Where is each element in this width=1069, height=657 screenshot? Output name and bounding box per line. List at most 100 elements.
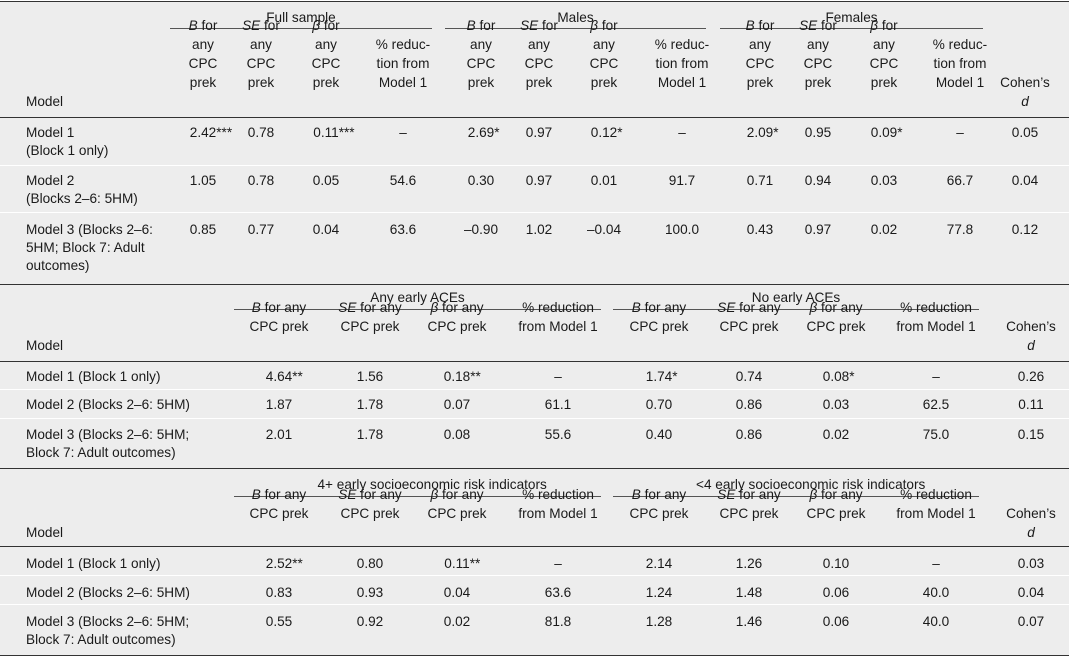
table-early-aces-cell: 0.86: [735, 397, 763, 412]
table-full-sample-cell: 0.04: [312, 222, 340, 237]
table-early-aces-cohens-d-header: d: [1027, 338, 1035, 353]
table-full-sample-cell: 0.43: [746, 222, 774, 237]
table-socioeconomic-risk-cohens-header: Cohen’s: [1006, 506, 1056, 521]
table-socioeconomic-risk-column-header-line: CPC prek: [629, 506, 689, 521]
cell-value: 0.12: [590, 125, 618, 140]
table-early-aces-column-header-line: CPC prek: [249, 319, 309, 334]
table-full-sample-column-header: β for any CPC prek: [824, 16, 944, 92]
table-early-aces-cell: 1.74 *: [599, 367, 719, 386]
table-socioeconomic-risk-group-underline: [613, 496, 979, 497]
table-early-aces-column-header-line: CPC prek: [629, 319, 689, 334]
table-full-sample-column-header-line: CPC: [311, 56, 341, 71]
stat-symbol: β: [590, 18, 599, 33]
table-socioeconomic-risk-cell: 2.14: [645, 556, 673, 571]
table-full-sample-cell: 77.8: [946, 222, 974, 237]
table-socioeconomic-risk-column-header-line: % reduction: [522, 487, 594, 502]
table-socioeconomic-risk-cell: 0.07: [1017, 614, 1045, 629]
table-full-sample-cell: –: [956, 125, 964, 140]
stat-symbol: B: [188, 18, 198, 33]
table-socioeconomic-risk-column-header-line: from Model 1: [896, 506, 976, 521]
table-full-sample-cell: 0.12 *: [544, 123, 664, 142]
table-socioeconomic-risk-cell: 0.11 **: [397, 554, 517, 573]
significance-stars: *: [672, 369, 678, 384]
table-early-aces-cell: 0.70: [645, 397, 673, 412]
table-full-sample-row-label: (Block 1 only): [26, 143, 109, 158]
table-socioeconomic-risk-column-header: β for any CPC prek: [776, 485, 896, 523]
table-full-sample-column-header-line: % reduc-: [932, 37, 988, 52]
table-full-sample-group-underline: [720, 28, 983, 29]
table-early-aces-column-header-line: β for any: [809, 300, 863, 315]
table-full-sample-cell: 2.09 *: [700, 123, 820, 142]
table-socioeconomic-risk-column-header-line: SE for any: [717, 487, 781, 502]
table-full-sample-cell: 0.95: [804, 125, 832, 140]
table-socioeconomic-risk-column-header-line: CPC prek: [249, 506, 309, 521]
table-full-sample-cell: 0.78: [247, 125, 275, 140]
table-socioeconomic-risk-cell: 40.0: [922, 585, 950, 600]
table-early-aces-column-header-line: CPC prek: [427, 319, 487, 334]
table-full-sample-column-header-line: any: [873, 37, 895, 52]
table-socioeconomic-risk-cell: 1.48: [735, 585, 763, 600]
table-full-sample-cell: 2.42 ***: [143, 123, 263, 142]
table-socioeconomic-risk-group-title: 4+ early socioeconomic risk indicators: [317, 477, 547, 492]
table-early-aces-group-title: No early ACEs: [751, 290, 841, 305]
table-full-sample-cell: 0.02: [870, 222, 898, 237]
table-early-aces-cell: 0.18 **: [397, 367, 517, 386]
stat-symbol: B: [631, 487, 641, 502]
significance-stars: *: [773, 125, 779, 140]
table-full-sample-cell: –0.90: [463, 222, 499, 237]
table-socioeconomic-risk-cell: 0.04: [1017, 585, 1045, 600]
table-full-sample-column-header: SE for any CPC prek: [479, 16, 599, 92]
stat-symbol: β: [809, 487, 818, 502]
table-socioeconomic-risk-cell: 40.0: [922, 614, 950, 629]
table-full-sample-model-header: Model: [26, 94, 64, 109]
table-early-aces-cell: 0.03: [822, 397, 850, 412]
table-full-sample-cell: 0.94: [804, 173, 832, 188]
table-full-sample-column-header-line: CPC: [246, 56, 276, 71]
table-full-sample-cell: 0.04: [1011, 173, 1039, 188]
table-full-sample-cell: 0.11 ***: [266, 123, 386, 142]
stat-symbol: SE: [717, 487, 736, 502]
table-socioeconomic-risk-row-label: Block 7: Adult outcomes): [26, 632, 176, 647]
table-socioeconomic-risk-column-header: SE for any CPC prek: [689, 485, 809, 523]
table-full-sample-cell: 0.97: [525, 173, 553, 188]
cell-value: 0.08: [822, 369, 850, 384]
table-socioeconomic-risk-cell: 0.02: [443, 614, 471, 629]
table-full-sample-row-label: 5HM; Block 7: Adult: [26, 240, 145, 255]
table-full-sample-column-header-line: any: [470, 37, 492, 52]
table-socioeconomic-risk-cell: –: [554, 556, 562, 571]
table-socioeconomic-risk-cell: 0.55: [265, 614, 293, 629]
table-socioeconomic-risk-row-separator: [0, 575, 1069, 576]
table-full-sample-cohens-d-header: d: [1021, 94, 1029, 109]
table-socioeconomic-risk-group-underline: [234, 496, 601, 497]
table-socioeconomic-risk-cell: 0.93: [356, 585, 384, 600]
table-socioeconomic-risk-column-header: SE for any CPC prek: [310, 485, 430, 523]
table-full-sample-cell: 0.85: [189, 222, 217, 237]
table-socioeconomic-risk-model-header: Model: [26, 525, 64, 540]
table-socioeconomic-risk-column-header-line: % reduction: [900, 487, 972, 502]
table-full-sample-column-header: % reduc-tion from Model 1: [900, 35, 1020, 92]
table-full-sample-cell: 66.7: [946, 173, 974, 188]
table-full-sample-column-header-line: any: [528, 37, 550, 52]
table-early-aces-column-header: β for any CPC prek: [397, 298, 517, 336]
table-early-aces-group-underline: [613, 309, 979, 310]
table-full-sample-column-header-line: CPC: [188, 56, 218, 71]
stat-symbol: B: [466, 18, 476, 33]
table-socioeconomic-risk-column-header-line: CPC prek: [719, 506, 779, 521]
significance-stars: **: [292, 556, 303, 571]
table-full-sample-column-header-line: prek: [746, 75, 774, 90]
table-full-sample-column-header-line: SE for: [242, 18, 280, 33]
table-full-sample-cell: 63.6: [389, 222, 417, 237]
table-full-sample-column-header-line: any: [192, 37, 214, 52]
table-early-aces-cell: 62.5: [922, 397, 950, 412]
table-full-sample-row-separator: [0, 212, 1069, 213]
table-full-sample-cell: 0.05: [312, 173, 340, 188]
table-full-sample-cell: 0.30: [467, 173, 495, 188]
table-full-sample-column-header-line: CPC: [803, 56, 833, 71]
table-full-sample-cell: –: [399, 125, 407, 140]
table-early-aces-cell: 0.74: [735, 369, 763, 384]
stat-symbol: SE: [242, 18, 261, 33]
significance-stars: *: [494, 125, 500, 140]
table-early-aces-model-header: Model: [26, 338, 64, 353]
table-full-sample-cell: 1.02: [525, 222, 553, 237]
table-full-sample-column-header-line: % reduc-: [375, 37, 431, 52]
